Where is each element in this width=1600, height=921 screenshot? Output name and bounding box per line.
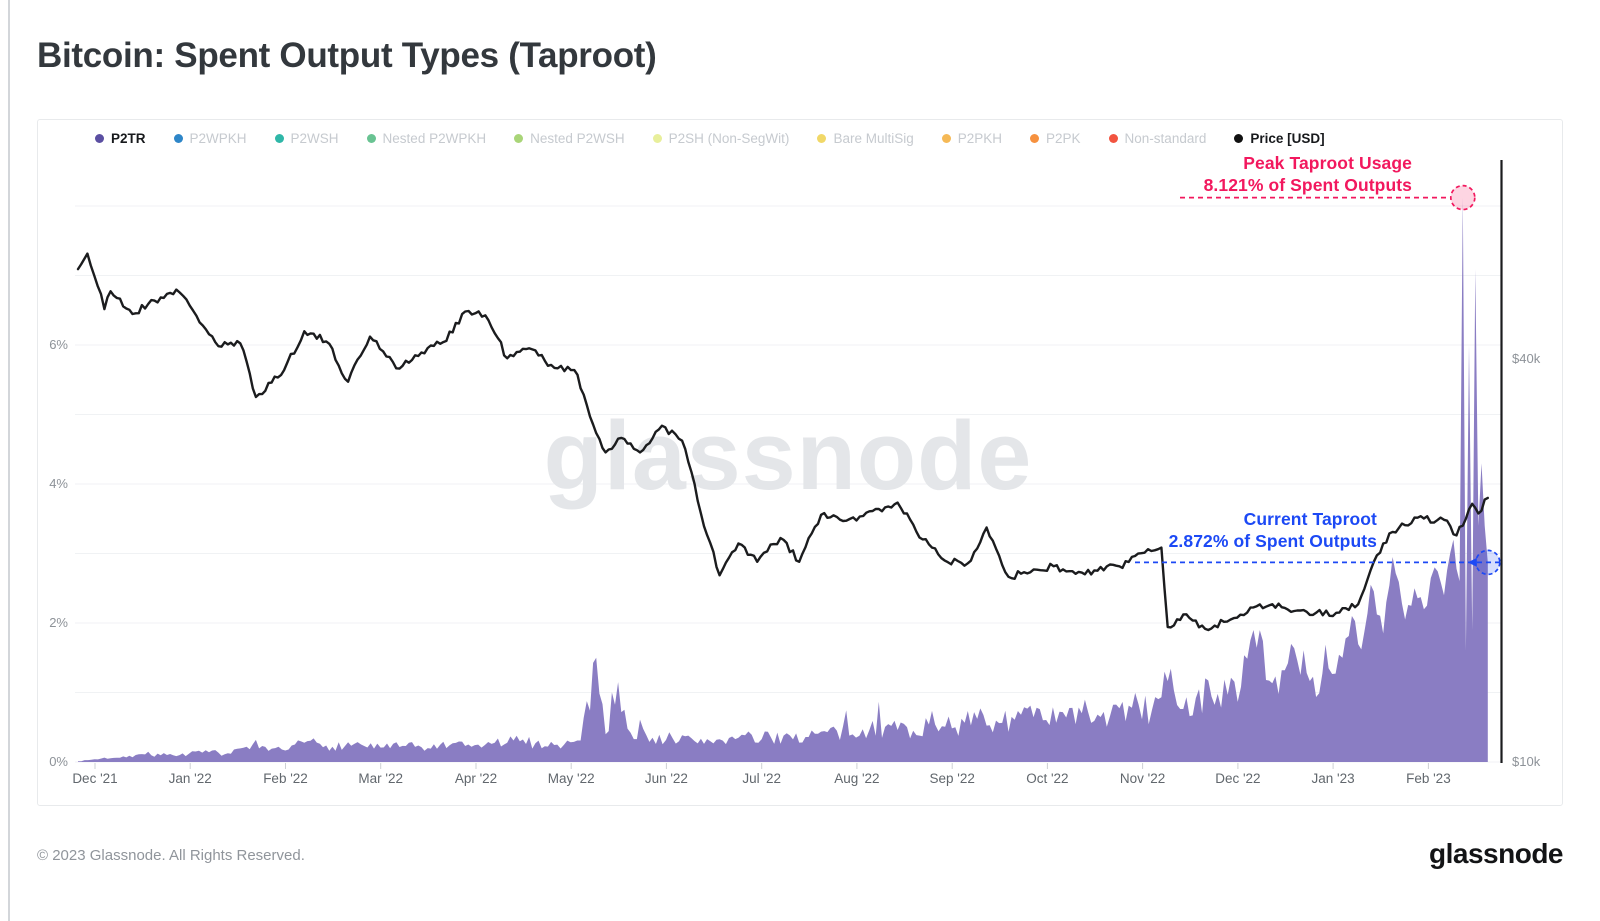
current-marker bbox=[1135, 549, 1501, 576]
annotation-peak-taproot: Peak Taproot Usage 8.121% of Spent Output… bbox=[1204, 153, 1412, 196]
y-axis-left-labels: 0% 2% 4% 6% bbox=[49, 337, 68, 769]
legend-item-label: P2PKH bbox=[957, 131, 1003, 146]
annotation-current-taproot: Current Taproot 2.872% of Spent Outputs bbox=[1169, 509, 1377, 552]
legend-item-non-standard[interactable]: Non-standard bbox=[1108, 131, 1207, 146]
page-left-border bbox=[8, 0, 10, 921]
legend-dot-icon bbox=[173, 134, 183, 143]
legend-item-label: P2WPKH bbox=[189, 131, 247, 146]
legend-dot-icon bbox=[95, 134, 104, 143]
grid-lines bbox=[75, 205, 1501, 763]
svg-text:Dec '21: Dec '21 bbox=[72, 771, 117, 786]
svg-text:Jan '23: Jan '23 bbox=[1312, 771, 1355, 786]
legend-item-label: Non-standard bbox=[1124, 131, 1207, 146]
legend-item-label: Nested P2WSH bbox=[530, 131, 625, 146]
price-usd-line-series bbox=[76, 252, 1489, 632]
legend-item-label: P2PK bbox=[1046, 131, 1081, 146]
legend-item-price-usd[interactable]: Price [USD] bbox=[1234, 131, 1325, 146]
y-axis-right-labels: $10k $40k bbox=[1512, 351, 1541, 769]
footer-copyright: © 2023 Glassnode. All Rights Reserved. bbox=[37, 847, 305, 864]
svg-text:May '22: May '22 bbox=[548, 771, 595, 786]
page-title: Bitcoin: Spent Output Types (Taproot) bbox=[37, 36, 657, 75]
legend-item-p2sh-non-segwit[interactable]: P2SH (Non-SegWit) bbox=[652, 131, 790, 146]
svg-text:Feb '22: Feb '22 bbox=[263, 771, 308, 786]
p2tr-area-series bbox=[78, 197, 1488, 763]
legend-item-nested-p2wpkh[interactable]: Nested P2WPKH bbox=[366, 131, 487, 146]
current-annotation-line: 2.872% of Spent Outputs bbox=[1168, 530, 1377, 551]
legend-dot-icon bbox=[941, 134, 951, 143]
legend-dot-icon bbox=[652, 134, 662, 143]
glassnode-logo: glassnode bbox=[1429, 838, 1563, 869]
svg-text:Jan '22: Jan '22 bbox=[169, 771, 212, 786]
current-annotation-line: Current Taproot bbox=[1243, 509, 1377, 529]
legend-dot-icon bbox=[514, 134, 524, 143]
svg-text:$10k: $10k bbox=[1512, 754, 1541, 769]
legend-dot-icon bbox=[274, 134, 284, 143]
x-axis-labels: Dec '21 Jan '22 Feb '22 Mar '22 Apr '22 May '… bbox=[72, 771, 1450, 786]
legend-item-label: Bare MultiSig bbox=[833, 131, 914, 146]
svg-text:Nov '22: Nov '22 bbox=[1120, 771, 1165, 786]
svg-text:Oct '22: Oct '22 bbox=[1026, 771, 1068, 786]
svg-text:Feb '23: Feb '23 bbox=[1406, 771, 1451, 786]
peak-annotation-line: 8.121% of Spent Outputs bbox=[1203, 174, 1412, 195]
legend-item-nested-p2wsh[interactable]: Nested P2WSH bbox=[514, 131, 625, 146]
legend-dot-icon bbox=[1234, 134, 1244, 143]
svg-text:4%: 4% bbox=[49, 476, 68, 491]
legend-item-label: P2SH (Non-SegWit) bbox=[668, 131, 790, 146]
svg-text:Dec '22: Dec '22 bbox=[1215, 771, 1260, 786]
legend-item-label: Price [USD] bbox=[1250, 131, 1325, 146]
legend-dot-icon bbox=[366, 134, 376, 143]
legend-item-p2wpkh[interactable]: P2WPKH bbox=[173, 131, 247, 146]
svg-text:0%: 0% bbox=[49, 754, 68, 769]
svg-text:$40k: $40k bbox=[1512, 351, 1541, 366]
legend-item-p2pk[interactable]: P2PK bbox=[1030, 131, 1081, 146]
legend-item-bare-multisig[interactable]: Bare MultiSig bbox=[817, 131, 914, 146]
glassnode-watermark: glassnode bbox=[544, 401, 1033, 510]
legend-item-p2pkh[interactable]: P2PKH bbox=[941, 131, 1003, 146]
svg-text:Mar '22: Mar '22 bbox=[358, 771, 403, 786]
svg-text:Jun '22: Jun '22 bbox=[645, 771, 688, 786]
legend-dot-icon bbox=[1108, 134, 1118, 143]
x-axis-ticks bbox=[94, 763, 1429, 769]
legend-dot-icon bbox=[817, 134, 827, 143]
chart-legend: P2TR P2WPKH P2WSH Nested P2WPKH Nested P2WSH… bbox=[95, 131, 1325, 146]
legend-item-label: P2WSH bbox=[290, 131, 339, 146]
legend-item-label: P2TR bbox=[111, 131, 146, 146]
peak-marker bbox=[1180, 184, 1476, 211]
svg-text:Jul '22: Jul '22 bbox=[742, 771, 781, 786]
legend-item-p2wsh[interactable]: P2WSH bbox=[274, 131, 339, 146]
svg-text:6%: 6% bbox=[49, 337, 68, 352]
peak-annotation-line: Peak Taproot Usage bbox=[1243, 153, 1412, 173]
legend-dot-icon bbox=[1030, 134, 1040, 143]
legend-item-label: Nested P2WPKH bbox=[382, 131, 487, 146]
legend-item-p2tr[interactable]: P2TR bbox=[95, 131, 146, 146]
svg-text:Sep '22: Sep '22 bbox=[930, 771, 975, 786]
svg-text:2%: 2% bbox=[49, 615, 68, 630]
svg-text:Aug '22: Aug '22 bbox=[834, 771, 879, 786]
svg-text:Apr '22: Apr '22 bbox=[455, 771, 497, 786]
